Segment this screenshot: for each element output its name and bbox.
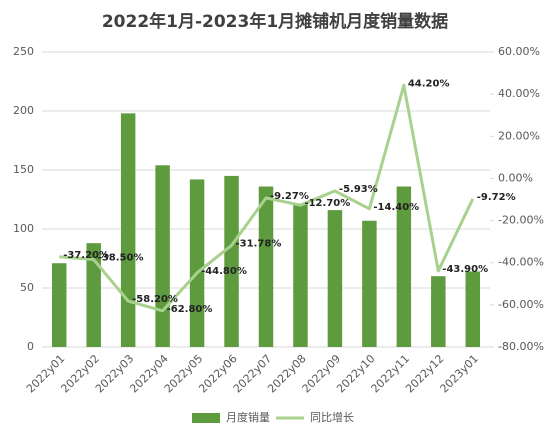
legend-label: 月度销量 — [226, 410, 270, 424]
legend-swatch — [192, 413, 220, 423]
y2-tick-label: 40.00% — [498, 87, 540, 100]
data-label: -43.90% — [442, 264, 488, 275]
y-tick-label: 150 — [13, 163, 34, 176]
data-label: 44.20% — [408, 78, 450, 89]
data-label: -9.27% — [270, 191, 309, 202]
y-tick-label: 50 — [20, 281, 34, 294]
data-label: -37.20% — [63, 250, 109, 261]
data-label: -62.80% — [167, 304, 213, 315]
y2-tick-label: -40.00% — [498, 256, 544, 269]
y-tick-label: 100 — [13, 222, 34, 235]
y-tick-label: 250 — [13, 45, 34, 58]
bar — [51, 263, 67, 347]
y2-tick-label: 0.00% — [498, 171, 533, 184]
y2-tick-label: 60.00% — [498, 45, 540, 58]
bar — [189, 179, 205, 347]
y2-tick-label: 20.00% — [498, 129, 540, 142]
bar — [293, 204, 308, 347]
data-label: -44.80% — [201, 266, 247, 277]
bar — [258, 186, 274, 347]
bar — [155, 165, 170, 347]
chart-title: 2022年1月-2023年1月摊铺机月度销量数据 — [102, 11, 448, 32]
data-label: -5.93% — [339, 184, 378, 195]
bar — [327, 210, 343, 347]
y-tick-label: 0 — [27, 340, 34, 353]
y2-tick-label: -80.00% — [498, 340, 544, 353]
data-label: -9.72% — [477, 192, 516, 203]
bar — [224, 175, 239, 347]
data-label: -58.20% — [132, 294, 178, 305]
bar — [396, 186, 412, 347]
line — [59, 83, 475, 313]
bar — [431, 276, 446, 347]
bar — [362, 220, 377, 347]
y-tick-label: 200 — [13, 104, 34, 117]
data-label: -14.40% — [373, 202, 419, 213]
y2-tick-label: -60.00% — [498, 298, 544, 311]
data-label: -38.50% — [98, 253, 144, 264]
legend-label: 同比增长 — [310, 410, 354, 424]
bar — [120, 113, 136, 347]
data-label: -12.70% — [304, 198, 350, 209]
y2-tick-label: -20.00% — [498, 214, 544, 227]
bar — [465, 271, 481, 347]
bar — [86, 243, 101, 347]
data-label: -31.78% — [236, 238, 282, 249]
